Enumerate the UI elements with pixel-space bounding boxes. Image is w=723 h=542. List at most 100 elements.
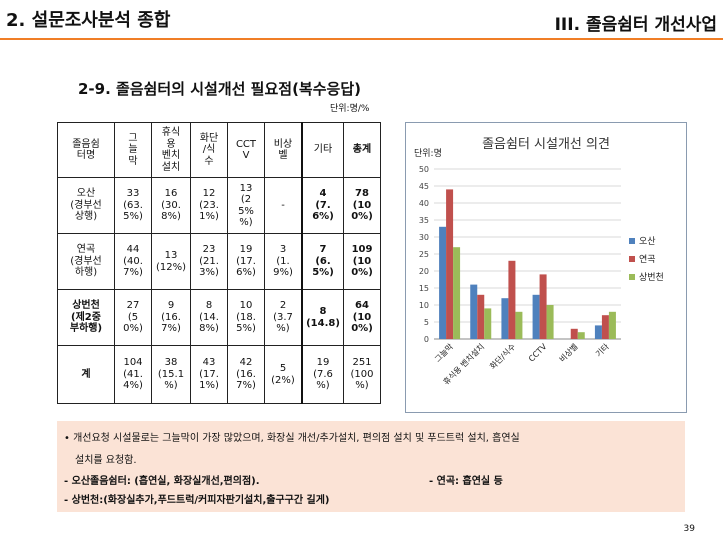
summary-note: • 개선요청 시설물로는 그늘막이 가장 많았으며, 화장실 개선/추가설치, … bbox=[57, 421, 685, 512]
chart-panel: 졸음쉼터 시설개선 의견 단위:명 0 5 10 15 20 25 30 35 40 45 50 그늘막… bbox=[405, 122, 687, 413]
bar bbox=[470, 284, 478, 339]
cell: 3 (1. 9%) bbox=[264, 233, 303, 290]
legend-swatch bbox=[629, 274, 635, 280]
x-tick-label: 화단/식수 bbox=[488, 341, 518, 371]
cell: 8 (14.8) bbox=[301, 289, 344, 346]
note-line: - 오산졸음쉼터: (흡연실, 화장실개선,편의점). bbox=[64, 476, 260, 487]
cell: 44 (40. 7%) bbox=[114, 233, 152, 290]
y-axis-label: 단위:명 bbox=[414, 148, 442, 159]
y-tick-label: 25 bbox=[419, 250, 429, 259]
cell: 23 (21. 3%) bbox=[190, 233, 228, 290]
cell: 38 (15.1%) bbox=[151, 345, 191, 404]
bar bbox=[539, 274, 547, 339]
table-row: 오산 (경부선 상행) 33 (63. 5%) 16 (30. 8%) 12 (23. 1%) … bbox=[57, 177, 381, 234]
cell-name: 계 bbox=[57, 345, 115, 404]
cell: 27 (5 0%) bbox=[114, 289, 152, 346]
bar bbox=[515, 311, 523, 339]
cell-name: 상번천 (제2중 부하행) bbox=[57, 289, 115, 346]
bar bbox=[546, 305, 554, 339]
cell: 78 (10 0%) bbox=[343, 177, 381, 234]
cell: 12 (23. 1%) bbox=[190, 177, 228, 234]
bar bbox=[594, 325, 602, 339]
cell: 104 (41. 4%) bbox=[114, 345, 152, 404]
cell: 42 (16. 7%) bbox=[227, 345, 265, 404]
legend-label: 오산 bbox=[639, 236, 656, 247]
cell: 13 (2 5%%) bbox=[227, 177, 265, 234]
bar bbox=[532, 294, 540, 339]
y-tick-label: 20 bbox=[419, 267, 429, 276]
note-line: - 상번천:(화장실추가,푸드트럭/커피자판기설치,출구구간 길게) bbox=[64, 495, 330, 506]
col-header: 비상 벨 bbox=[264, 122, 303, 178]
cell: 13 (12%) bbox=[151, 233, 191, 290]
header-divider bbox=[0, 38, 723, 40]
cell: 251 (100%) bbox=[343, 345, 381, 404]
x-tick-label: CCTV bbox=[527, 342, 549, 364]
legend-label: 상번천 bbox=[639, 272, 664, 283]
bar bbox=[453, 247, 461, 339]
table-row: 상번천 (제2중 부하행) 27 (5 0%) 9 (16. 7%) 8 (14. 8%) 10… bbox=[57, 289, 381, 346]
col-header: 졸음쉼 터명 bbox=[57, 122, 115, 178]
y-tick-label: 15 bbox=[419, 284, 429, 293]
bar bbox=[608, 311, 616, 339]
unit-label: 단위:명/% bbox=[330, 104, 370, 114]
bar bbox=[577, 332, 585, 339]
note-line: 설치를 요청함. bbox=[75, 455, 137, 466]
cell: 5 (2%) bbox=[264, 345, 303, 404]
cell: 33 (63. 5%) bbox=[114, 177, 152, 234]
cell: 109 (10 0%) bbox=[343, 233, 381, 290]
bar bbox=[477, 294, 485, 339]
cell: 2 (3.7%) bbox=[264, 289, 303, 346]
x-tick-label: 기타 bbox=[594, 342, 611, 359]
x-tick-label: 비상벨 bbox=[557, 341, 580, 364]
cell: 43 (17. 1%) bbox=[190, 345, 228, 404]
cell: 64 (10 0%) bbox=[343, 289, 381, 346]
y-tick-label: 40 bbox=[419, 199, 429, 208]
cell: 19 (7.6%) bbox=[301, 345, 344, 404]
cell-name: 오산 (경부선 상행) bbox=[57, 177, 115, 234]
y-tick-label: 45 bbox=[419, 182, 429, 191]
cell: 9 (16. 7%) bbox=[151, 289, 191, 346]
y-tick-label: 5 bbox=[424, 318, 429, 327]
col-header: CCT V bbox=[227, 122, 265, 178]
y-tick-label: 0 bbox=[424, 335, 429, 344]
table-row: 연곡 (경부선 하행) 44 (40. 7%) 13 (12%) 23 (21. 3%) 19… bbox=[57, 233, 381, 290]
bar bbox=[501, 298, 509, 339]
bar bbox=[439, 226, 447, 339]
cell: 8 (14. 8%) bbox=[190, 289, 228, 346]
cell-name: 연곡 (경부선 하행) bbox=[57, 233, 115, 290]
col-header: 기타 bbox=[301, 122, 344, 178]
cell: 7 (6. 5%) bbox=[301, 233, 344, 290]
section-title: 2. 설문조사분석 종합 bbox=[6, 10, 171, 31]
bar bbox=[446, 189, 454, 339]
legend-swatch bbox=[629, 238, 635, 244]
note-line: - 연곡: 흡연실 등 bbox=[429, 476, 503, 487]
bar bbox=[570, 328, 578, 339]
legend-swatch bbox=[629, 256, 635, 262]
note-line: • 개선요청 시설물로는 그늘막이 가장 많았으며, 화장실 개선/추가설치, … bbox=[64, 433, 520, 444]
x-tick-label: 그늘막 bbox=[432, 341, 455, 364]
y-tick-label: 50 bbox=[419, 165, 429, 174]
y-tick-label: 10 bbox=[419, 301, 429, 310]
table-row-total: 계 104 (41. 4%) 38 (15.1%) 43 (17. 1%) 42 (16. 7… bbox=[57, 345, 381, 404]
cell: - bbox=[264, 177, 303, 234]
cell: 4 (7. 6%) bbox=[301, 177, 344, 234]
page-subtitle: 2-9. 졸음쉼터의 시설개선 필요점(복수응답) bbox=[78, 80, 361, 98]
col-header: 휴식 용 벤치 설치 bbox=[151, 122, 191, 178]
page-number: 39 bbox=[683, 524, 695, 534]
chart-title: 졸음쉼터 시설개선 의견 bbox=[482, 137, 610, 152]
cell: 16 (30. 8%) bbox=[151, 177, 191, 234]
cell: 10 (18. 5%) bbox=[227, 289, 265, 346]
legend-label: 연곡 bbox=[639, 254, 656, 265]
col-header: 화단/식 수 bbox=[190, 122, 228, 178]
chapter-title: III. 졸음쉼터 개선사업 bbox=[554, 15, 717, 35]
bar bbox=[508, 260, 516, 339]
y-tick-label: 30 bbox=[419, 233, 429, 242]
bar bbox=[601, 315, 609, 339]
cell: 19 (17. 6%) bbox=[227, 233, 265, 290]
y-tick-label: 35 bbox=[419, 216, 429, 225]
bar bbox=[484, 308, 492, 339]
